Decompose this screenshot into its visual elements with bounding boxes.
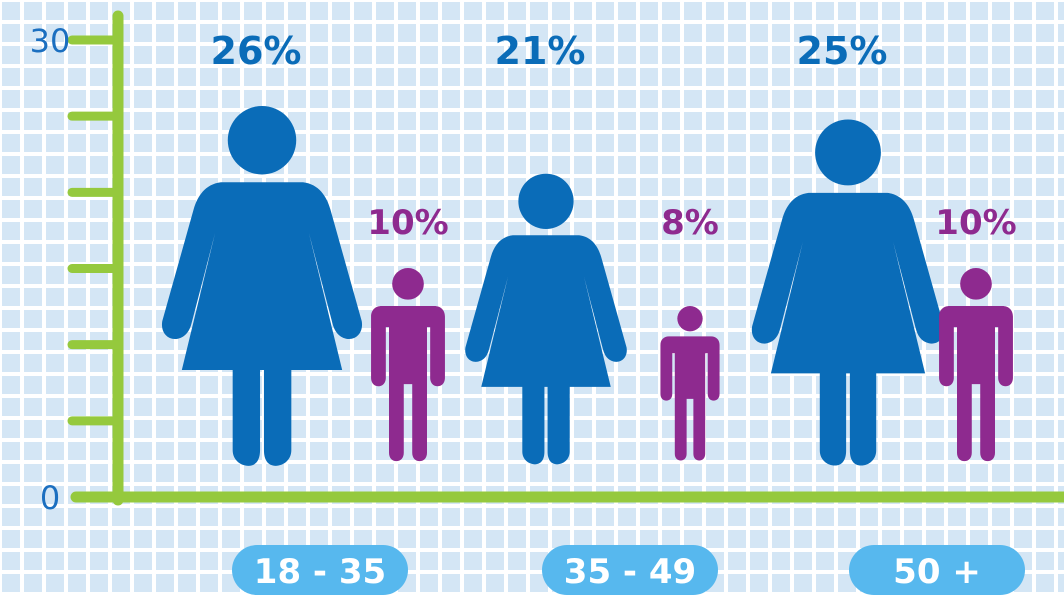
category-label: 18 - 35 [254,552,386,592]
woman-value-label: 26% [211,29,302,73]
woman-icon [161,106,363,466]
man-value-label: 10% [935,203,1016,243]
labels-layer: 0 30 26% 21% 25% 10% 8% 10% 18 - 35 35 - 49 50 + [30,22,1025,595]
category-label: 50 + [893,552,981,592]
figures-layer [161,106,1013,466]
woman-icon [465,173,627,465]
category-pill [232,545,408,595]
man-value-label: 10% [367,203,448,243]
category-pill [542,545,718,595]
man-icon [371,268,445,462]
woman-icon [751,119,945,466]
y-tick-label: 30 [30,22,71,60]
category-label: 35 - 49 [564,552,696,592]
woman-value-label: 21% [495,29,586,73]
y-tick-label: 0 [40,479,60,517]
man-icon [939,268,1013,462]
woman-value-label: 25% [797,29,888,73]
man-icon [660,306,720,461]
category-pill [849,545,1025,595]
axis-layer [67,10,1064,506]
man-value-label: 8% [661,203,719,243]
